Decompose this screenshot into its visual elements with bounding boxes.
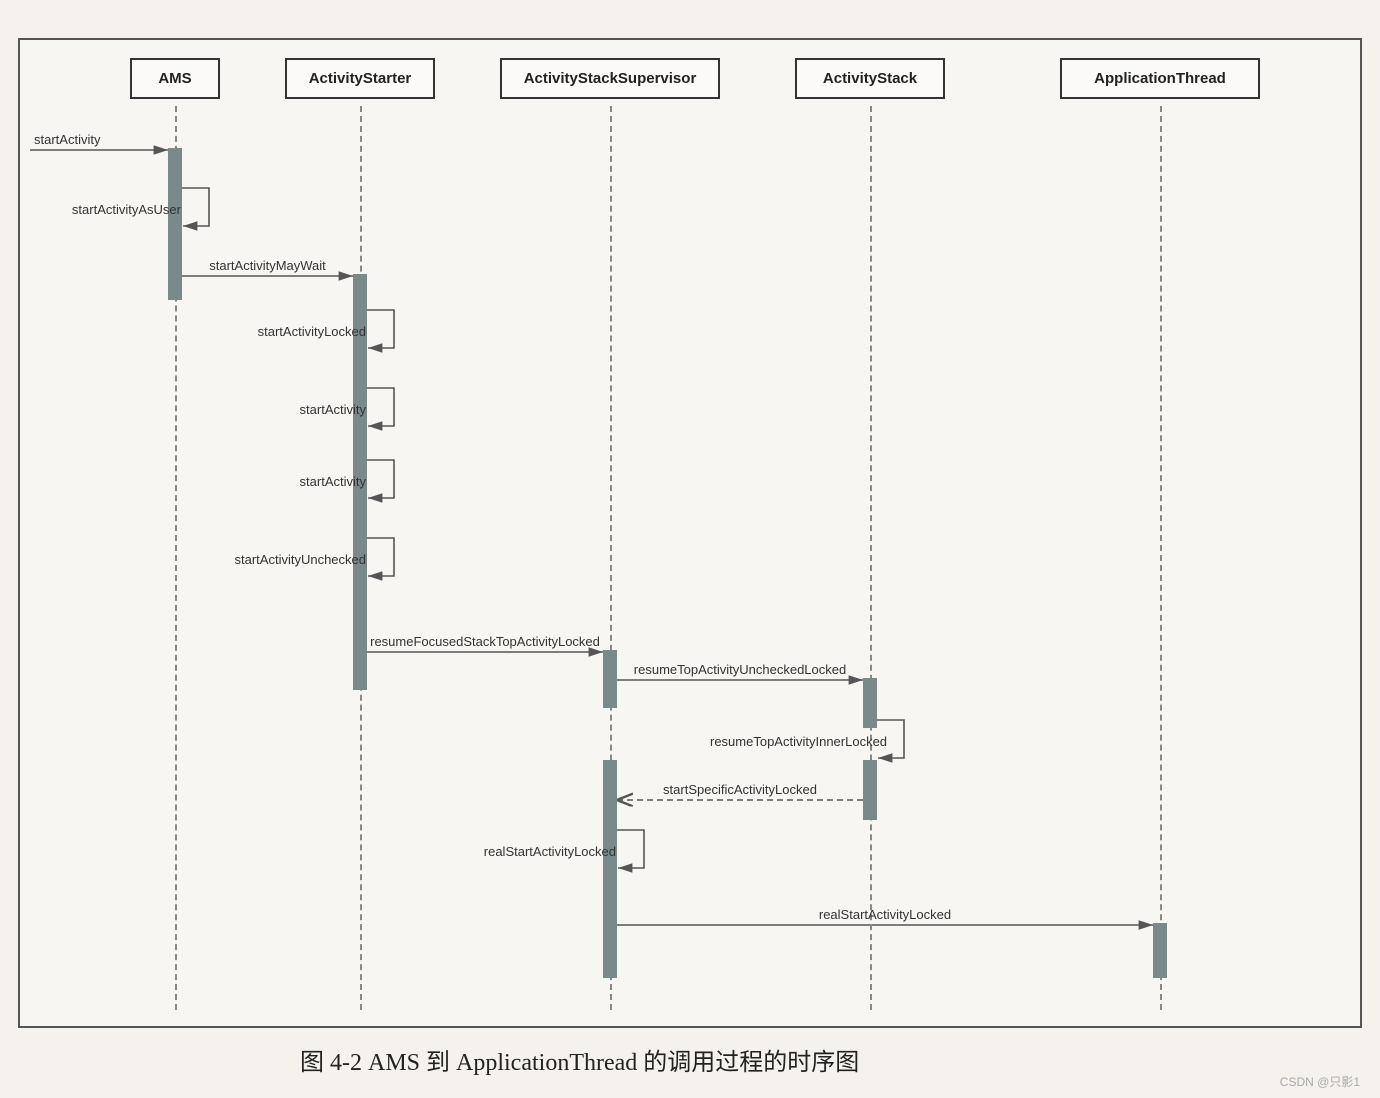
msg-12: realStartActivityLocked <box>617 907 1153 922</box>
participant-ams: AMS <box>130 58 220 99</box>
msg-5: startActivity <box>200 474 366 489</box>
msg-6: startActivityUnchecked <box>200 552 366 567</box>
msg-9: resumeTopActivityInnerLocked <box>710 734 876 749</box>
msg-7: resumeFocusedStackTopActivityLocked <box>367 634 603 649</box>
participant-app: ApplicationThread <box>1060 58 1260 99</box>
activation-app-6 <box>1153 923 1167 978</box>
activation-ams-0 <box>168 148 182 300</box>
lifeline-stack <box>870 106 872 1010</box>
activation-sup-5 <box>603 760 617 978</box>
msg-10: startSpecificActivityLocked <box>617 782 863 797</box>
lifeline-app <box>1160 106 1162 1010</box>
figure-caption: 图 4-2 AMS 到 ApplicationThread 的调用过程的时序图 <box>300 1042 859 1077</box>
msg-1: startActivityAsUser <box>15 202 181 217</box>
participant-stack: ActivityStack <box>795 58 945 99</box>
msg-11: realStartActivityLocked <box>450 844 616 859</box>
watermark: CSDN @只影1 <box>1280 1073 1360 1090</box>
activation-stack-4 <box>863 760 877 820</box>
activation-sup-2 <box>603 650 617 708</box>
participant-sup: ActivityStackSupervisor <box>500 58 720 99</box>
activation-stack-3 <box>863 678 877 728</box>
msg-8: resumeTopActivityUncheckedLocked <box>617 662 863 677</box>
msg-3: startActivityLocked <box>200 324 366 339</box>
msg-4: startActivity <box>200 402 366 417</box>
msg-0: startActivity <box>34 132 100 147</box>
participant-start: ActivityStarter <box>285 58 435 99</box>
msg-2: startActivityMayWait <box>182 258 353 273</box>
